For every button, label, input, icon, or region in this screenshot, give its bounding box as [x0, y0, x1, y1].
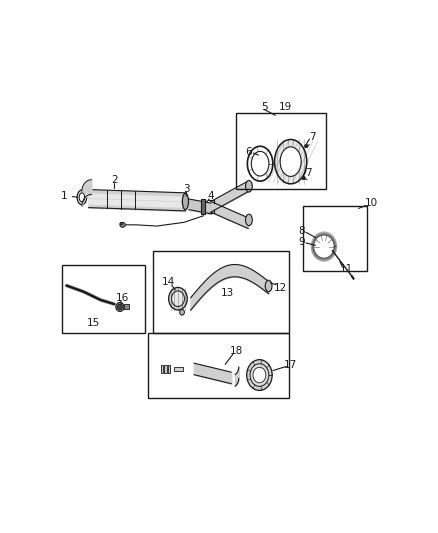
Ellipse shape: [253, 367, 266, 383]
Ellipse shape: [169, 287, 187, 310]
Text: 3: 3: [183, 184, 190, 193]
Bar: [174, 367, 184, 371]
Ellipse shape: [280, 147, 301, 176]
Text: 14: 14: [162, 277, 176, 287]
Ellipse shape: [77, 190, 87, 205]
Text: 1: 1: [61, 191, 67, 201]
Text: 5: 5: [261, 102, 268, 111]
Ellipse shape: [275, 140, 307, 184]
Bar: [164, 365, 167, 373]
Ellipse shape: [304, 144, 308, 148]
Bar: [148, 333, 289, 399]
Ellipse shape: [116, 302, 124, 311]
Ellipse shape: [250, 364, 269, 386]
Ellipse shape: [265, 280, 272, 292]
Bar: [124, 304, 130, 309]
Ellipse shape: [246, 214, 252, 225]
Bar: [161, 365, 163, 373]
Ellipse shape: [182, 193, 188, 209]
Text: 6: 6: [246, 147, 252, 157]
Text: 11: 11: [339, 264, 353, 274]
Ellipse shape: [172, 291, 184, 306]
Ellipse shape: [120, 222, 123, 225]
Text: 4: 4: [208, 191, 214, 201]
Text: 10: 10: [364, 198, 378, 208]
Bar: [303, 206, 367, 271]
Bar: [153, 251, 289, 333]
Text: 2: 2: [111, 175, 117, 185]
Ellipse shape: [117, 304, 122, 310]
Text: 9: 9: [298, 237, 305, 247]
Text: 7: 7: [309, 132, 315, 142]
Text: 15: 15: [87, 318, 100, 327]
Text: 18: 18: [230, 346, 243, 356]
Ellipse shape: [120, 222, 125, 227]
Ellipse shape: [302, 176, 305, 180]
Text: 13: 13: [221, 288, 234, 297]
Text: 7: 7: [305, 168, 312, 177]
Text: 19: 19: [279, 102, 292, 111]
Text: 16: 16: [116, 293, 129, 303]
Text: 17: 17: [284, 360, 297, 370]
Bar: [168, 365, 170, 373]
Ellipse shape: [79, 193, 85, 202]
Bar: [237, 113, 326, 189]
Bar: [201, 199, 205, 214]
Ellipse shape: [247, 360, 272, 391]
Bar: [61, 265, 145, 333]
Ellipse shape: [180, 309, 184, 315]
Ellipse shape: [246, 181, 252, 192]
Text: 12: 12: [274, 282, 287, 293]
Text: 8: 8: [298, 227, 305, 237]
